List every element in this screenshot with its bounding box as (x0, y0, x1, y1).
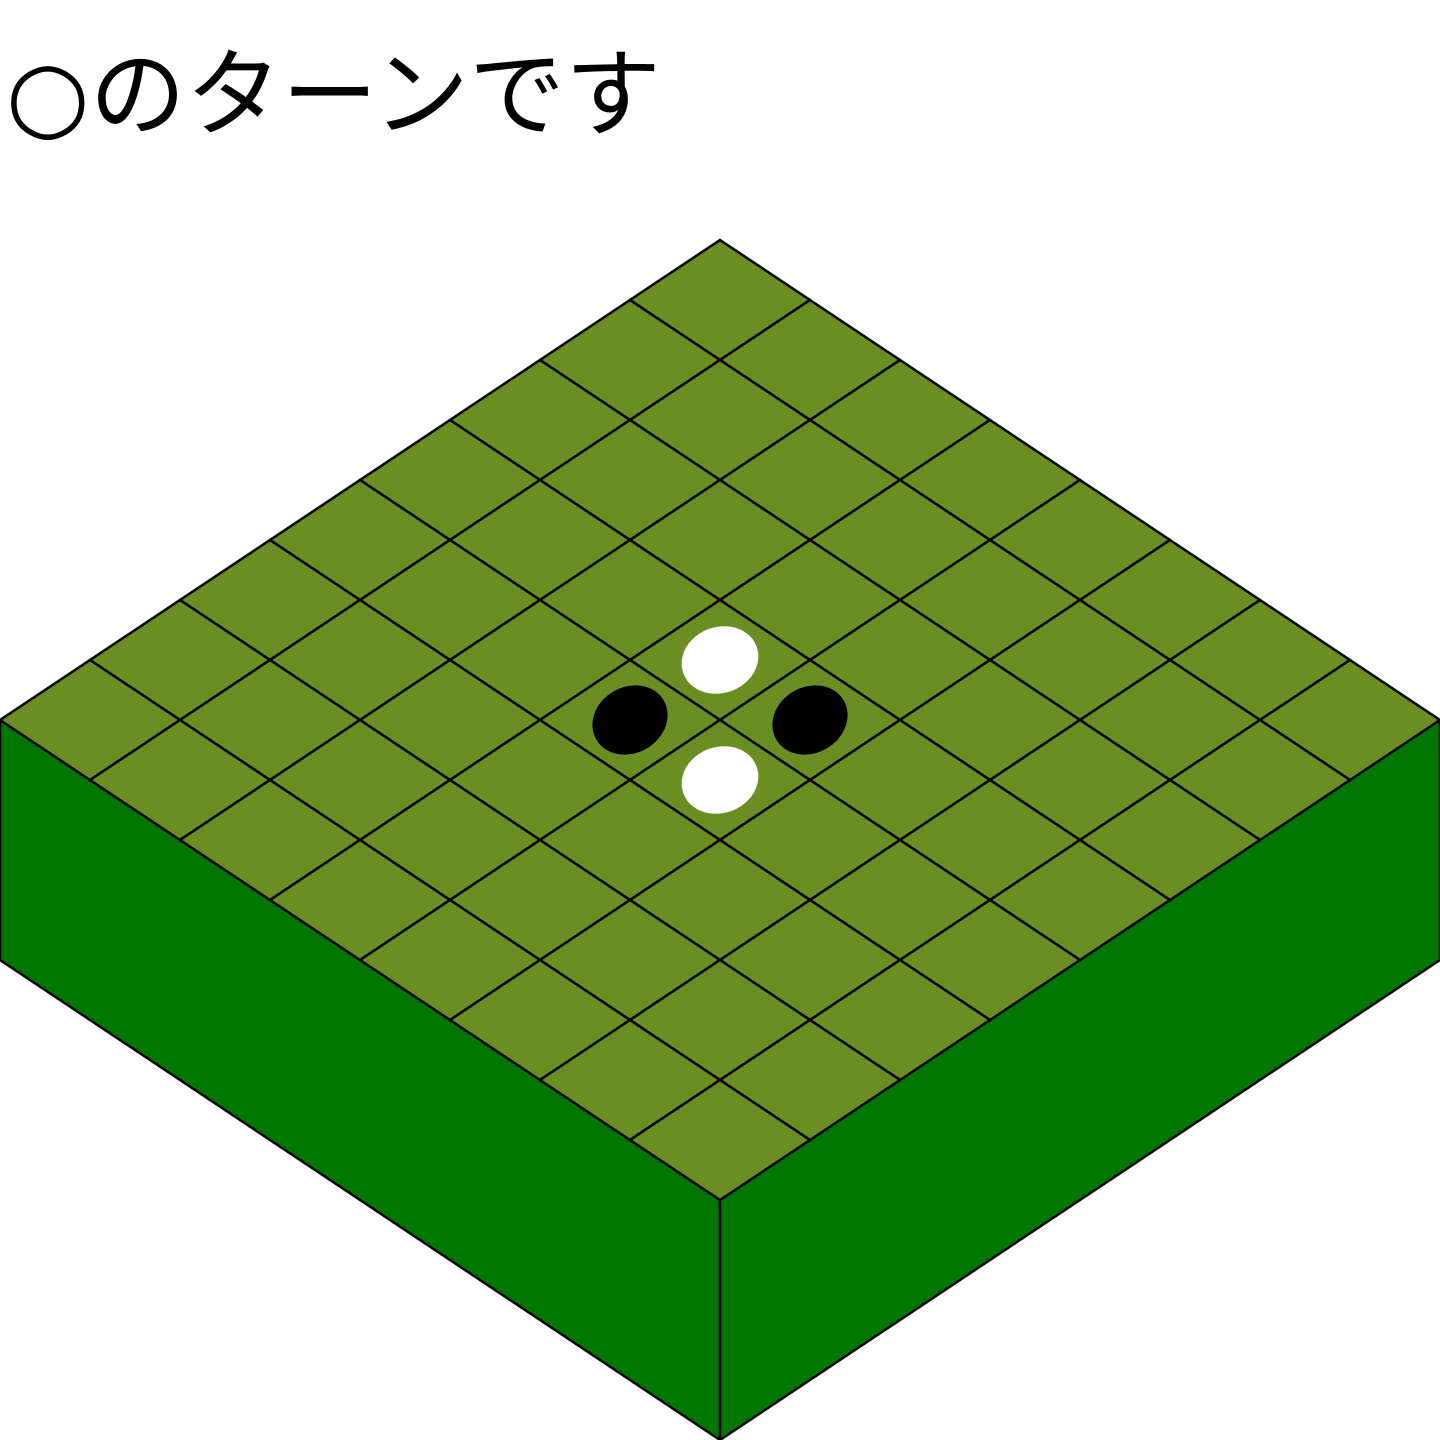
white-piece (681, 626, 759, 694)
board-cell-7-7[interactable] (627, 1078, 813, 1202)
board-grid[interactable] (0, 238, 1440, 1202)
black-piece (772, 685, 848, 755)
white-piece (681, 746, 759, 814)
turn-indicator: ○のターンです (6, 39, 661, 151)
board-pieces (592, 626, 848, 814)
black-piece (592, 685, 668, 755)
